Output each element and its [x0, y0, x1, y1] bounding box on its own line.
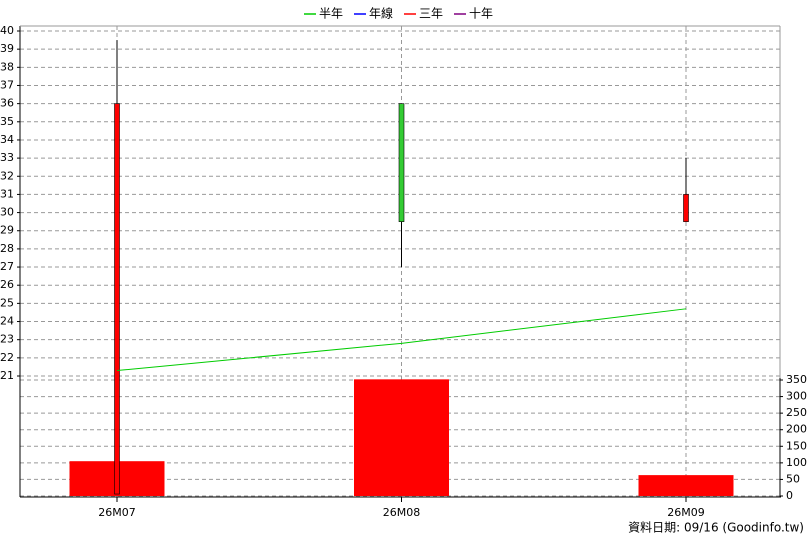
legend-label: 年線: [369, 6, 393, 21]
y-tick-label: 26: [0, 278, 14, 291]
y2-tick-label: 350: [786, 373, 807, 386]
candle-body: [398, 103, 405, 222]
y-tick-label: 27: [0, 260, 14, 273]
y-tick-label: 36: [0, 97, 14, 110]
y2-tick-label: 200: [786, 423, 807, 436]
y-tick-label: 34: [0, 133, 14, 146]
y-tick-label: 23: [0, 333, 14, 346]
candle-body: [114, 103, 120, 495]
y2-tick-label: 0: [786, 489, 793, 502]
marks-layer: [69, 40, 734, 496]
y-tick-label: 40: [0, 24, 14, 37]
x-tick-label: 26M09: [667, 506, 705, 519]
y2-tick-label: 50: [786, 472, 800, 485]
legend-label: 十年: [469, 7, 493, 21]
candle-body: [683, 194, 689, 222]
y-tick-label: 22: [0, 351, 14, 364]
y-tick-label: 31: [0, 187, 14, 200]
y-tick-label: 21: [0, 369, 14, 382]
x-tick-label: 26M08: [383, 506, 421, 519]
y-tick-label: 24: [0, 315, 14, 328]
y2-tick-label: 100: [786, 456, 807, 469]
y-tick-label: 35: [0, 115, 14, 128]
volume-bar: [354, 379, 449, 496]
y-tick-label: 32: [0, 169, 14, 182]
y2-tick-label: 250: [786, 406, 807, 419]
x-tick-label: 26M07: [98, 506, 136, 519]
y-tick-label: 30: [0, 206, 14, 219]
y2-tick-label: 150: [786, 439, 807, 452]
y-tick-label: 33: [0, 151, 14, 164]
y-tick-label: 39: [0, 42, 14, 55]
ma-line: [116, 308, 687, 372]
y-tick-label: 29: [0, 224, 14, 237]
legend-label: 三年: [419, 7, 443, 21]
y2-tick-label: 300: [786, 390, 807, 403]
legend-label: 半年: [319, 7, 343, 21]
y-tick-label: 37: [0, 78, 14, 91]
y-tick-label: 28: [0, 242, 14, 255]
y-tick-label: 25: [0, 296, 14, 309]
y-tick-label: 38: [0, 60, 14, 73]
volume-bar: [638, 475, 734, 496]
footnote: 資料日期: 09/16 (Goodinfo.tw): [628, 521, 804, 535]
